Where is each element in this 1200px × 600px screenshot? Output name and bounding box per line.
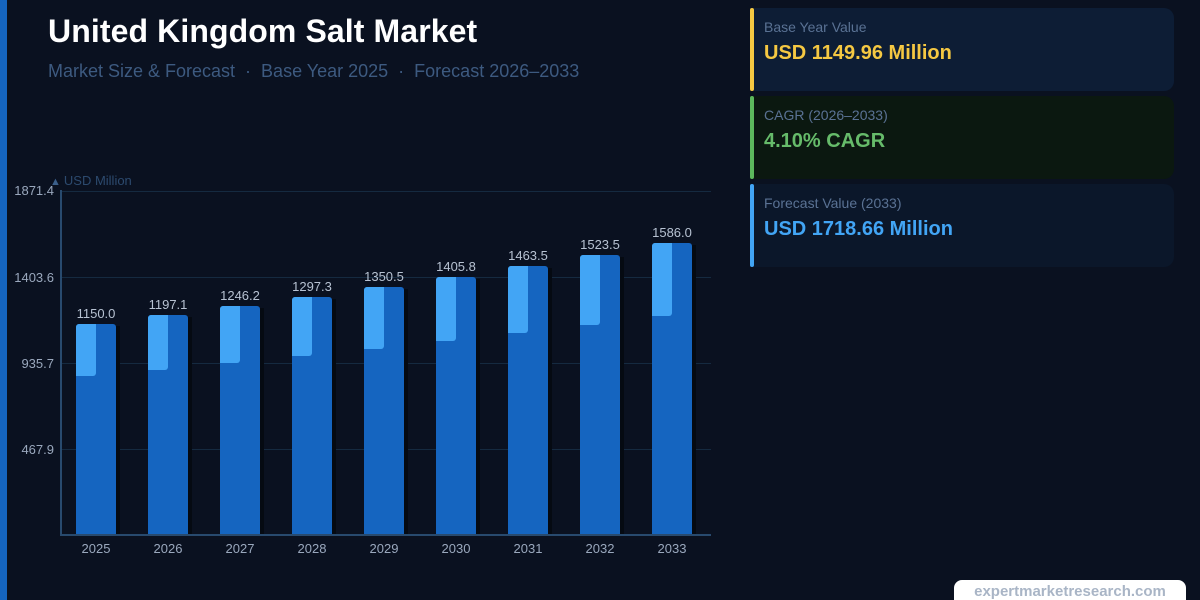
watermark: expertmarketresearch.com [954, 580, 1186, 600]
bar [76, 323, 120, 535]
bar-highlight [292, 296, 312, 357]
y-axis-unit: ▲ USD Million [50, 173, 132, 188]
bar-value-label: 1297.3 [292, 278, 332, 294]
bar-shadow [692, 245, 696, 535]
bar-shadow [404, 288, 408, 535]
y-tick: 1403.6 [14, 270, 54, 285]
page-subtitle: Market Size & Forecast · Base Year 2025 … [48, 61, 580, 81]
bar-chart: ▲ USD Million 1871.4 1403.6 935.7 467.9 1… [14, 173, 711, 556]
bar-value-label: 1523.5 [580, 236, 620, 252]
bar-shadow [620, 256, 624, 535]
bar-highlight [580, 254, 600, 325]
bar-highlight [364, 286, 384, 349]
bar-shadow [476, 278, 480, 535]
bar [436, 276, 480, 535]
bar-value-label: 1405.8 [436, 258, 476, 274]
bar-highlight [148, 314, 168, 370]
bar-value-label: 1463.5 [508, 247, 548, 263]
bar-value-label: 1246.2 [220, 287, 260, 303]
gridline [62, 277, 711, 278]
bar-shadow [116, 325, 120, 535]
x-tick: 2031 [513, 541, 543, 556]
card-value: USD 1718.66 Million [764, 218, 953, 240]
bar-shadow [260, 307, 264, 535]
bar-shadow [332, 298, 336, 535]
bar-highlight [76, 323, 96, 377]
bar [220, 305, 264, 535]
bar [364, 286, 408, 535]
page-title: United Kingdom Salt Market [48, 13, 478, 49]
bar-value-label: 1150.0 [76, 305, 116, 321]
x-tick: 2029 [369, 541, 399, 556]
y-tick: 935.7 [21, 356, 54, 371]
bar [292, 296, 336, 535]
bar-highlight [652, 243, 672, 317]
bar-highlight [220, 305, 240, 364]
gridline [62, 191, 711, 192]
x-tick: 2027 [225, 541, 255, 556]
bar-highlight [436, 276, 456, 342]
bar-highlight [508, 265, 528, 334]
base-year-card: Base Year Value USD 1149.96 Million [750, 8, 1174, 91]
x-tick: 2033 [657, 541, 687, 556]
bar-value-label: 1197.1 [148, 296, 188, 312]
bar [508, 265, 552, 535]
card-label: Base Year Value [764, 19, 867, 35]
bar [148, 314, 192, 535]
cagr-card: CAGR (2026–2033) 4.10% CAGR [750, 96, 1174, 179]
x-tick: 2030 [441, 541, 471, 556]
bar-shadow [188, 316, 192, 535]
bar-value-label: 1350.5 [364, 268, 404, 284]
y-tick: 1871.4 [14, 183, 54, 198]
card-accent-bar [750, 8, 754, 91]
y-axis [60, 190, 62, 536]
y-axis-unit-label: USD Million [63, 173, 132, 188]
card-label: Forecast Value (2033) [764, 195, 902, 211]
up-triangle-icon: ▲ [50, 176, 61, 188]
x-tick: 2028 [297, 541, 327, 556]
card-accent-bar [750, 184, 754, 267]
bar-shadow [548, 267, 552, 535]
bar [580, 254, 624, 535]
bar [652, 243, 696, 535]
forecast-card: Forecast Value (2033) USD 1718.66 Million [750, 184, 1174, 267]
y-tick: 467.9 [21, 442, 54, 457]
card-accent-bar [750, 96, 754, 179]
left-accent-stripe [0, 0, 7, 600]
x-tick: 2025 [81, 541, 111, 556]
x-tick: 2026 [153, 541, 183, 556]
card-label: CAGR (2026–2033) [764, 107, 888, 123]
card-value: 4.10% CAGR [764, 130, 886, 152]
x-axis [60, 534, 711, 536]
card-value: USD 1149.96 Million [764, 42, 952, 64]
x-tick: 2032 [585, 541, 615, 556]
bar-value-label: 1586.0 [652, 225, 692, 241]
